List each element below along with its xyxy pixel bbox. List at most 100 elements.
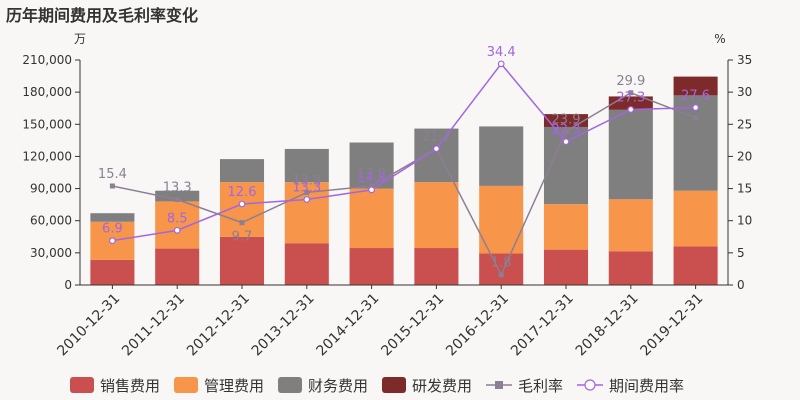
bar-1-10: [673, 246, 718, 285]
right-tick-label: 10: [737, 214, 752, 228]
left-tick-label: 30,000: [30, 246, 72, 260]
bar-1-6: [414, 248, 459, 285]
left-axis-unit: 万: [74, 32, 86, 46]
chart-title: 历年期间费用及毛利率变化: [6, 6, 199, 25]
data-label-1-1: 15.4: [98, 167, 127, 182]
legend-label-4: 研发费用: [412, 377, 472, 395]
line-2: [112, 62, 696, 242]
data-label-1-6: 21.2: [422, 130, 451, 145]
right-tick-label: 35: [737, 53, 752, 67]
bar-3-4: [284, 148, 329, 183]
bar-2-6: [414, 182, 459, 249]
data-label-1-3: 9.7: [232, 230, 253, 245]
x-tick-label: 2013-12-31: [249, 291, 318, 360]
data-label-2-2: 8.5: [167, 211, 188, 226]
legend-line-label-2: 期间费用率: [609, 377, 684, 395]
point-2-8: [562, 138, 570, 146]
point-2-7: [497, 60, 505, 68]
point-1-4: [304, 189, 310, 195]
point-1-3: [239, 220, 245, 226]
legend-swatch-4: [382, 377, 406, 393]
bar-1-3: [219, 236, 265, 285]
point-2-6: [433, 145, 440, 153]
bar-1-5: [349, 248, 394, 285]
bar-2-10: [673, 190, 718, 247]
point-2-5: [368, 186, 376, 194]
bar-1-7: [479, 253, 524, 285]
data-label-1-8: 23.9: [552, 112, 581, 127]
bar-4-8: [543, 114, 589, 127]
data-label-1-9: 29.9: [616, 74, 645, 89]
data-label-2-8: 22.3: [552, 123, 581, 138]
bar-1-8: [543, 249, 589, 285]
left-tick-label: 180,000: [22, 85, 72, 99]
point-1-5: [369, 183, 375, 189]
bar-2-8: [543, 204, 589, 250]
legend-swatch-1: [70, 377, 94, 393]
bar-3-7: [479, 126, 524, 186]
x-tick-label: 2017-12-31: [508, 291, 577, 360]
legend-label-3: 财务费用: [308, 377, 368, 395]
point-1-8: [563, 128, 569, 134]
right-tick-label: 0: [737, 278, 745, 292]
bar-3-9: [608, 109, 653, 200]
data-label-1-2: 13.3: [163, 181, 192, 196]
data-label-2-7: 34.4: [487, 45, 516, 60]
data-label-1-5: 13.8: [357, 167, 386, 182]
point-2-1: [108, 237, 116, 245]
point-1-2: [174, 197, 180, 202]
x-tick-label: 2019-12-31: [638, 291, 707, 360]
legend-swatch-2: [174, 377, 198, 393]
bar-3-2: [155, 190, 200, 202]
bar-1-4: [284, 243, 329, 285]
left-tick-label: 0: [64, 278, 72, 292]
bar-2-9: [608, 199, 653, 252]
left-tick-label: 90,000: [30, 182, 72, 196]
x-tick-label: 2012-12-31: [184, 291, 253, 360]
x-tick-label: 2015-12-31: [378, 291, 447, 360]
right-tick-label: 5: [737, 246, 745, 260]
x-tick-label: 2010-12-31: [54, 291, 123, 360]
x-tick-label: 2014-12-31: [314, 291, 383, 360]
bar-1-9: [608, 251, 653, 285]
point-1-7: [498, 272, 504, 278]
legend-swatch-3: [278, 377, 302, 393]
bar-1-2: [155, 248, 200, 285]
legend-marker-1: [495, 381, 503, 389]
bar-3-1: [90, 213, 135, 222]
point-2-10: [692, 104, 699, 111]
right-tick-label: 30: [737, 85, 752, 99]
point-2-4: [303, 196, 311, 203]
right-tick-label: 25: [737, 117, 752, 131]
x-tick-label: 2018-12-31: [573, 291, 642, 360]
legend-line-label-1: 毛利率: [518, 377, 563, 395]
left-tick-label: 210,000: [22, 53, 72, 67]
bar-1-1: [90, 259, 135, 285]
point-2-9: [627, 106, 635, 113]
legend-marker-2: [584, 379, 596, 391]
left-tick-label: 120,000: [22, 149, 72, 163]
data-label-2-5: 14.8: [357, 171, 386, 186]
data-label-2-1: 6.9: [102, 222, 123, 237]
bar-3-6: [414, 128, 459, 183]
point-1-1: [109, 183, 115, 189]
bar-4-10: [673, 76, 718, 96]
bar-3-3: [219, 159, 265, 183]
left-tick-label: 150,000: [22, 117, 72, 131]
line-1: [112, 91, 696, 277]
legend-label-1: 销售费用: [100, 377, 160, 395]
bar-3-10: [673, 95, 718, 191]
left-tick-label: 60,000: [30, 214, 72, 228]
point-1-9: [628, 90, 634, 96]
data-label-1-7: 1.8: [491, 256, 512, 271]
right-tick-label: 20: [737, 149, 752, 163]
x-tick-label: 2016-12-31: [443, 291, 512, 360]
data-label-2-3: 12.6: [228, 185, 257, 200]
legend-label-2: 管理费用: [204, 377, 264, 395]
point-2-2: [173, 226, 181, 234]
right-tick-label: 15: [737, 182, 752, 196]
data-label-1-4: 13.3: [292, 173, 321, 188]
point-1-10: [693, 115, 699, 121]
x-tick-label: 2011-12-31: [119, 291, 188, 360]
